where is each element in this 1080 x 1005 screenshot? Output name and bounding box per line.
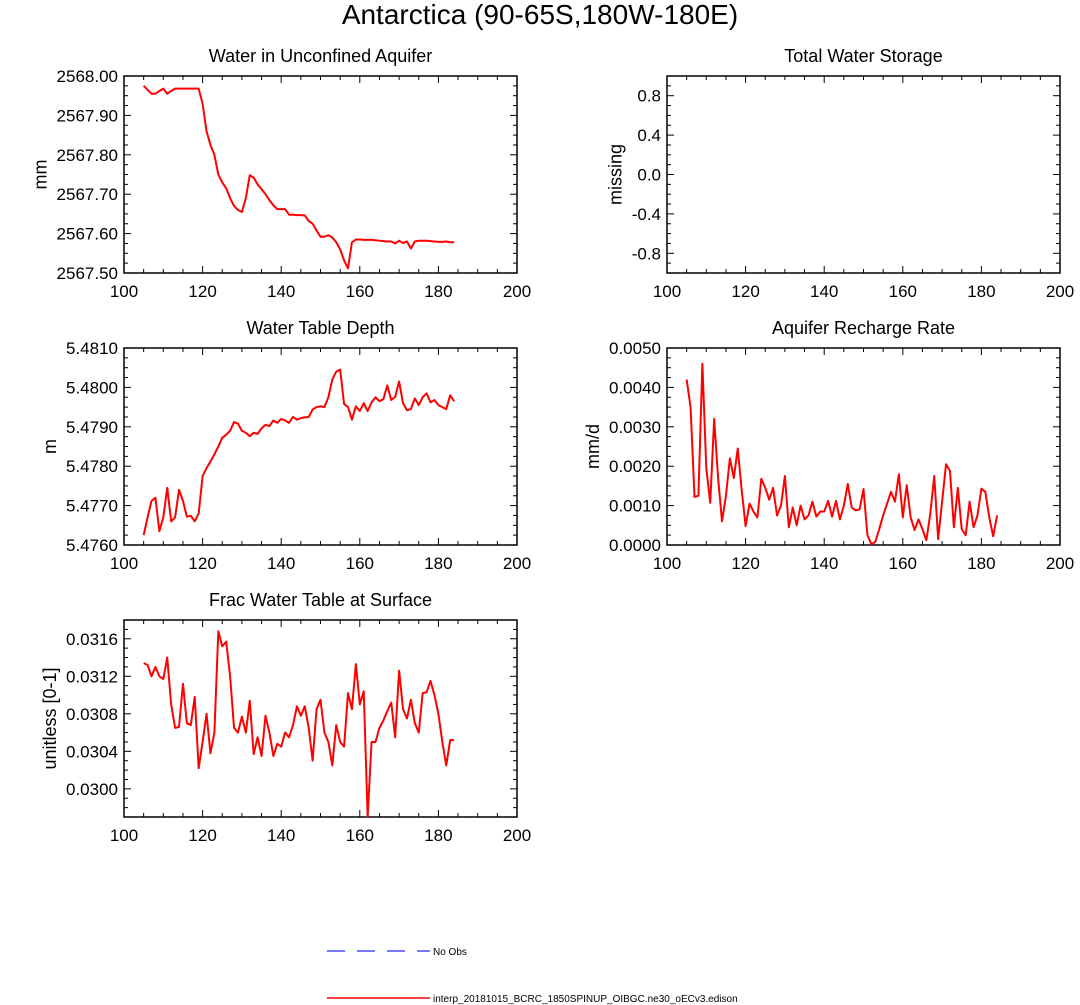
y-tick-label: 2567.90 xyxy=(57,106,118,125)
legend: No Obs interp_20181015_BCRC_1850SPINUP_O… xyxy=(327,947,738,1005)
legend-label-no-obs: No Obs xyxy=(433,947,467,958)
x-tick-label: 200 xyxy=(1046,554,1074,573)
panel-water-in-unconfined-aquifer: Water in Unconfined Aquifer 100 120 140 160 1… xyxy=(31,46,532,301)
plot-frame-water-in-unconfined-aquifer xyxy=(123,75,518,274)
y-axis-label-total-water-storage: missing xyxy=(606,144,626,205)
panel-total-water-storage: Total Water Storage 100 120 140 160 180 200 -0.… xyxy=(606,46,1074,301)
plot-frame-frac-water-table-at-surface xyxy=(123,619,518,818)
y-tick-label: -0.4 xyxy=(632,205,661,224)
x-tick-label: 140 xyxy=(267,554,295,573)
y-tick-label: 2567.50 xyxy=(57,264,118,283)
x-tick-label: 100 xyxy=(110,826,138,845)
x-tick-label: 100 xyxy=(653,282,681,301)
panel-frac-water-table-at-surface: Frac Water Table at Surface 100 120 140 160 1… xyxy=(40,590,531,845)
x-tick-label: 200 xyxy=(503,282,531,301)
x-tick-label: 180 xyxy=(424,826,452,845)
page-title: Antarctica (90-65S,180W-180E) xyxy=(342,0,738,30)
y-tick-label: 0.0010 xyxy=(609,497,661,516)
y-axis-label-water-table-depth: m xyxy=(40,439,60,454)
x-tick-label: 140 xyxy=(267,826,295,845)
y-tick-label: 5.4810 xyxy=(66,339,118,358)
series-line-water-table-depth xyxy=(142,368,455,536)
y-tick-label: 5.4780 xyxy=(66,457,118,476)
y-tick-label: 0.0 xyxy=(637,166,661,185)
x-tick-label: 120 xyxy=(731,282,759,301)
panel-title-aquifer-recharge-rate: Aquifer Recharge Rate xyxy=(772,318,955,338)
x-tick-label: 120 xyxy=(188,826,216,845)
y-tick-label: 0.0050 xyxy=(609,339,661,358)
x-tick-label: 120 xyxy=(188,554,216,573)
y-tick-label: -0.8 xyxy=(632,244,661,263)
x-tick-label: 140 xyxy=(810,282,838,301)
y-tick-label: 5.4760 xyxy=(66,536,118,555)
y-tick-label: 2567.60 xyxy=(57,225,118,244)
y-tick-label: 0.8 xyxy=(637,87,661,106)
y-tick-label: 5.4790 xyxy=(66,418,118,437)
y-tick-label: 2567.80 xyxy=(57,146,118,165)
y-tick-label: 0.0304 xyxy=(66,742,118,761)
y-tick-label: 0.0300 xyxy=(66,780,118,799)
legend-label-model: interp_20181015_BCRC_1850SPINUP_OIBGC.ne… xyxy=(433,994,738,1005)
x-tick-label: 140 xyxy=(810,554,838,573)
series-line-frac-water-table-at-surface xyxy=(143,630,455,818)
plot-frame-aquifer-recharge-rate xyxy=(666,347,1061,546)
x-tick-label: 200 xyxy=(1046,282,1074,301)
series-line-aquifer-recharge-rate xyxy=(685,362,999,546)
panel-aquifer-recharge-rate: Aquifer Recharge Rate 100 120 140 160 180 200 0… xyxy=(583,318,1074,573)
x-tick-label: 120 xyxy=(188,282,216,301)
panel-title-water-table-depth: Water Table Depth xyxy=(246,318,394,338)
y-tick-label: 0.0000 xyxy=(609,536,661,555)
panel-title-water-in-unconfined-aquifer: Water in Unconfined Aquifer xyxy=(209,46,432,66)
y-tick-label: 0.0316 xyxy=(66,630,118,649)
x-tick-label: 100 xyxy=(653,554,681,573)
y-tick-label: 2567.70 xyxy=(57,185,118,204)
x-tick-label: 160 xyxy=(889,282,917,301)
y-tick-label: 5.4770 xyxy=(66,497,118,516)
x-tick-label: 160 xyxy=(889,554,917,573)
y-tick-label: 0.0040 xyxy=(609,378,661,397)
x-tick-label: 180 xyxy=(967,554,995,573)
y-tick-label: 0.0030 xyxy=(609,418,661,437)
x-tick-label: 120 xyxy=(731,554,759,573)
y-axis-label-aquifer-recharge-rate: mm/d xyxy=(583,424,603,469)
y-tick-label: 0.0020 xyxy=(609,457,661,476)
y-axis-label-frac-water-table-at-surface: unitless [0-1] xyxy=(40,667,60,769)
series-line-water-in-unconfined-aquifer xyxy=(142,85,455,270)
x-tick-label: 180 xyxy=(967,282,995,301)
panel-title-frac-water-table-at-surface: Frac Water Table at Surface xyxy=(209,590,432,610)
x-tick-label: 180 xyxy=(424,282,452,301)
panel-water-table-depth: Water Table Depth 100 120 140 160 180 200 5.476… xyxy=(40,318,531,573)
x-tick-label: 160 xyxy=(346,282,374,301)
y-tick-label: 2568.00 xyxy=(57,67,118,86)
y-tick-label: 0.4 xyxy=(637,126,661,145)
panel-title-total-water-storage: Total Water Storage xyxy=(784,46,942,66)
plot-frame-total-water-storage xyxy=(666,75,1061,274)
x-tick-label: 160 xyxy=(346,554,374,573)
y-axis-label-water-in-unconfined-aquifer: mm xyxy=(31,160,51,190)
y-tick-label: 0.0312 xyxy=(66,667,118,686)
panels: Water in Unconfined Aquifer 100 120 140 160 1… xyxy=(31,46,1075,845)
y-tick-label: 0.0308 xyxy=(66,705,118,724)
x-tick-label: 180 xyxy=(424,554,452,573)
x-tick-label: 200 xyxy=(503,554,531,573)
x-tick-label: 160 xyxy=(346,826,374,845)
x-tick-label: 100 xyxy=(110,282,138,301)
plot-frame-water-table-depth xyxy=(123,347,518,546)
x-tick-label: 200 xyxy=(503,826,531,845)
x-tick-label: 100 xyxy=(110,554,138,573)
x-tick-label: 140 xyxy=(267,282,295,301)
y-tick-label: 5.4800 xyxy=(66,378,118,397)
